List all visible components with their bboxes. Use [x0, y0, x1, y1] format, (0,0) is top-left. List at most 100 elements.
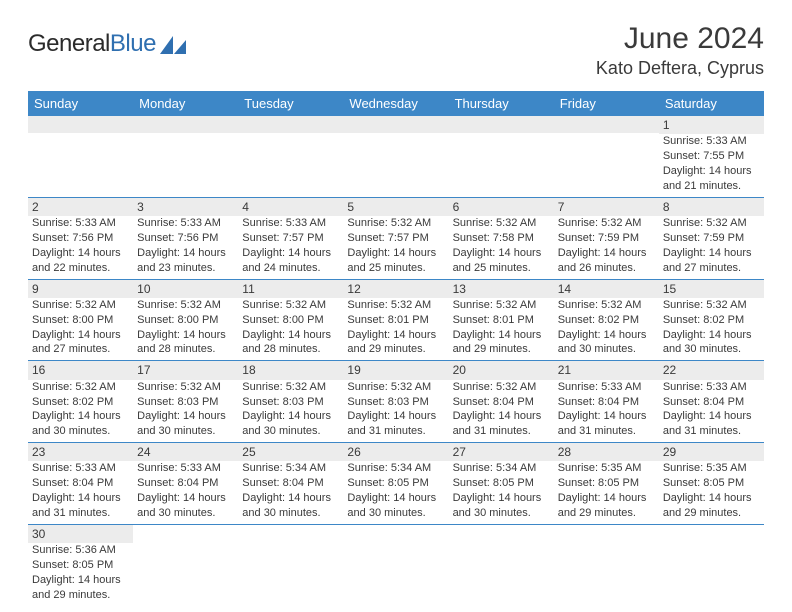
day-details: Sunrise: 5:33 AMSunset: 8:04 PMDaylight:… — [28, 461, 133, 523]
day-details: Sunrise: 5:32 AMSunset: 7:59 PMDaylight:… — [659, 216, 764, 278]
calendar-cell: 16Sunrise: 5:32 AMSunset: 8:02 PMDayligh… — [28, 361, 133, 443]
page-subtitle: Kato Deftera, Cyprus — [596, 58, 764, 79]
day-number: 13 — [449, 280, 554, 298]
day-details: Sunrise: 5:33 AMSunset: 8:04 PMDaylight:… — [133, 461, 238, 523]
calendar-cell: 4Sunrise: 5:33 AMSunset: 7:57 PMDaylight… — [238, 197, 343, 279]
calendar-cell: 17Sunrise: 5:32 AMSunset: 8:03 PMDayligh… — [133, 361, 238, 443]
sunset-line: Sunset: 7:58 PM — [453, 231, 550, 246]
sunset-line: Sunset: 8:05 PM — [32, 558, 129, 573]
sunrise-line: Sunrise: 5:34 AM — [347, 461, 444, 476]
daylight-line: Daylight: 14 hours and 30 minutes. — [137, 491, 234, 521]
calendar-cell: 11Sunrise: 5:32 AMSunset: 8:00 PMDayligh… — [238, 279, 343, 361]
day-details: Sunrise: 5:32 AMSunset: 8:01 PMDaylight:… — [343, 298, 448, 360]
calendar-cell — [659, 524, 764, 609]
day-details: Sunrise: 5:34 AMSunset: 8:05 PMDaylight:… — [343, 461, 448, 523]
header: GeneralBlue June 2024 Kato Deftera, Cypr… — [28, 22, 764, 79]
day-details: Sunrise: 5:34 AMSunset: 8:04 PMDaylight:… — [238, 461, 343, 523]
calendar-cell: 18Sunrise: 5:32 AMSunset: 8:03 PMDayligh… — [238, 361, 343, 443]
sunrise-line: Sunrise: 5:32 AM — [137, 298, 234, 313]
daylight-line: Daylight: 14 hours and 30 minutes. — [558, 328, 655, 358]
sunrise-line: Sunrise: 5:32 AM — [453, 380, 550, 395]
day-number: 19 — [343, 361, 448, 379]
daylight-line: Daylight: 14 hours and 29 minutes. — [347, 328, 444, 358]
sunrise-line: Sunrise: 5:32 AM — [558, 298, 655, 313]
calendar-cell: 3Sunrise: 5:33 AMSunset: 7:56 PMDaylight… — [133, 197, 238, 279]
logo-part1: General — [28, 30, 110, 57]
calendar-cell: 30Sunrise: 5:36 AMSunset: 8:05 PMDayligh… — [28, 524, 133, 609]
daylight-line: Daylight: 14 hours and 23 minutes. — [137, 246, 234, 276]
day-number: 8 — [659, 198, 764, 216]
sunrise-line: Sunrise: 5:35 AM — [663, 461, 760, 476]
daylight-line: Daylight: 14 hours and 30 minutes. — [453, 491, 550, 521]
calendar-cell: 6Sunrise: 5:32 AMSunset: 7:58 PMDaylight… — [449, 197, 554, 279]
daylight-line: Daylight: 14 hours and 30 minutes. — [32, 409, 129, 439]
day-details: Sunrise: 5:32 AMSunset: 8:03 PMDaylight:… — [238, 380, 343, 442]
day-number: 24 — [133, 443, 238, 461]
calendar-cell: 15Sunrise: 5:32 AMSunset: 8:02 PMDayligh… — [659, 279, 764, 361]
calendar-cell: 1Sunrise: 5:33 AMSunset: 7:55 PMDaylight… — [659, 116, 764, 197]
sunrise-line: Sunrise: 5:32 AM — [347, 216, 444, 231]
day-details: Sunrise: 5:32 AMSunset: 8:00 PMDaylight:… — [28, 298, 133, 360]
sunrise-line: Sunrise: 5:33 AM — [663, 380, 760, 395]
empty-day-strip — [554, 116, 659, 133]
day-details: Sunrise: 5:32 AMSunset: 7:59 PMDaylight:… — [554, 216, 659, 278]
day-number: 29 — [659, 443, 764, 461]
day-details: Sunrise: 5:32 AMSunset: 8:03 PMDaylight:… — [133, 380, 238, 442]
calendar-cell: 5Sunrise: 5:32 AMSunset: 7:57 PMDaylight… — [343, 197, 448, 279]
day-details: Sunrise: 5:33 AMSunset: 7:56 PMDaylight:… — [133, 216, 238, 278]
calendar-body: 1Sunrise: 5:33 AMSunset: 7:55 PMDaylight… — [28, 116, 764, 610]
daylight-line: Daylight: 14 hours and 30 minutes. — [347, 491, 444, 521]
day-number: 20 — [449, 361, 554, 379]
day-number: 17 — [133, 361, 238, 379]
day-details: Sunrise: 5:33 AMSunset: 8:04 PMDaylight:… — [554, 380, 659, 442]
sunset-line: Sunset: 8:04 PM — [558, 395, 655, 410]
logo-sail-icon — [160, 36, 186, 54]
daylight-line: Daylight: 14 hours and 26 minutes. — [558, 246, 655, 276]
calendar-cell — [28, 116, 133, 197]
day-details: Sunrise: 5:33 AMSunset: 7:57 PMDaylight:… — [238, 216, 343, 278]
day-details: Sunrise: 5:32 AMSunset: 8:00 PMDaylight:… — [133, 298, 238, 360]
day-number: 30 — [28, 525, 133, 543]
sunrise-line: Sunrise: 5:35 AM — [558, 461, 655, 476]
sunset-line: Sunset: 7:59 PM — [663, 231, 760, 246]
day-details: Sunrise: 5:32 AMSunset: 8:03 PMDaylight:… — [343, 380, 448, 442]
sunset-line: Sunset: 8:02 PM — [32, 395, 129, 410]
daylight-line: Daylight: 14 hours and 27 minutes. — [663, 246, 760, 276]
calendar-cell: 27Sunrise: 5:34 AMSunset: 8:05 PMDayligh… — [449, 443, 554, 525]
day-details: Sunrise: 5:36 AMSunset: 8:05 PMDaylight:… — [28, 543, 133, 605]
sunset-line: Sunset: 8:04 PM — [453, 395, 550, 410]
day-number: 11 — [238, 280, 343, 298]
calendar-header-row: SundayMondayTuesdayWednesdayThursdayFrid… — [28, 91, 764, 116]
daylight-line: Daylight: 14 hours and 27 minutes. — [32, 328, 129, 358]
daylight-line: Daylight: 14 hours and 29 minutes. — [32, 573, 129, 603]
sunset-line: Sunset: 8:01 PM — [453, 313, 550, 328]
day-number: 27 — [449, 443, 554, 461]
sunset-line: Sunset: 7:57 PM — [347, 231, 444, 246]
calendar-cell: 24Sunrise: 5:33 AMSunset: 8:04 PMDayligh… — [133, 443, 238, 525]
sunset-line: Sunset: 7:55 PM — [663, 149, 760, 164]
sunset-line: Sunset: 8:00 PM — [242, 313, 339, 328]
daylight-line: Daylight: 14 hours and 30 minutes. — [137, 409, 234, 439]
sunrise-line: Sunrise: 5:32 AM — [347, 298, 444, 313]
day-number: 25 — [238, 443, 343, 461]
day-number: 4 — [238, 198, 343, 216]
calendar-cell: 28Sunrise: 5:35 AMSunset: 8:05 PMDayligh… — [554, 443, 659, 525]
sunrise-line: Sunrise: 5:33 AM — [558, 380, 655, 395]
day-number: 3 — [133, 198, 238, 216]
daylight-line: Daylight: 14 hours and 30 minutes. — [242, 491, 339, 521]
sunrise-line: Sunrise: 5:32 AM — [32, 298, 129, 313]
sunrise-line: Sunrise: 5:33 AM — [32, 461, 129, 476]
sunrise-line: Sunrise: 5:32 AM — [347, 380, 444, 395]
empty-day-strip — [238, 116, 343, 133]
logo-text: GeneralBlue — [28, 30, 156, 58]
day-number: 5 — [343, 198, 448, 216]
sunrise-line: Sunrise: 5:32 AM — [663, 216, 760, 231]
sunset-line: Sunset: 8:03 PM — [242, 395, 339, 410]
daylight-line: Daylight: 14 hours and 31 minutes. — [32, 491, 129, 521]
sunset-line: Sunset: 8:00 PM — [32, 313, 129, 328]
calendar-cell — [133, 116, 238, 197]
daylight-line: Daylight: 14 hours and 25 minutes. — [347, 246, 444, 276]
calendar-cell: 22Sunrise: 5:33 AMSunset: 8:04 PMDayligh… — [659, 361, 764, 443]
calendar-cell — [554, 116, 659, 197]
weekday-header: Wednesday — [343, 91, 448, 116]
